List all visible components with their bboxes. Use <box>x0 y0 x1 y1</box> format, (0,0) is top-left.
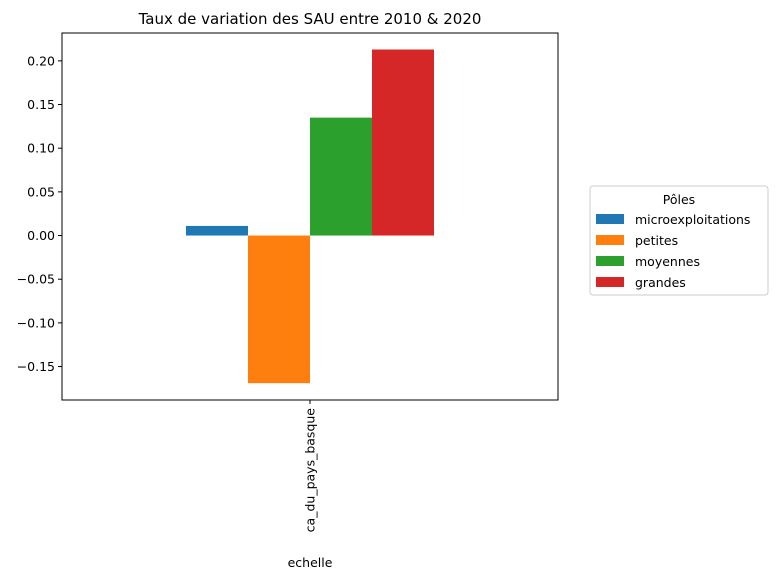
y-axis: −0.15 −0.10 −0.05 0.00 0.05 0.10 0.15 0.20 <box>17 53 62 374</box>
bars-group <box>186 49 434 384</box>
legend: Pôles microexploitations petites moyennes gr… <box>589 185 769 296</box>
legend-label-moyennes: moyennes <box>635 254 700 269</box>
y-tick-label: 0.00 <box>27 228 55 243</box>
y-tick-label: 0.15 <box>27 97 55 112</box>
legend-swatch-microexploitations <box>596 214 624 224</box>
legend-label-microexploitations: microexploitations <box>635 212 750 227</box>
legend-swatch-moyennes <box>596 256 624 266</box>
chart-title: Taux de variation des SAU entre 2010 & 2… <box>138 10 482 28</box>
y-tick-label: −0.10 <box>17 315 55 330</box>
legend-label-petites: petites <box>635 233 678 248</box>
y-tick-label: 0.10 <box>27 141 55 156</box>
y-tick-label: 0.05 <box>27 184 55 199</box>
bar-grandes <box>372 49 434 236</box>
legend-swatch-grandes <box>596 277 624 287</box>
x-axis-label: echelle <box>288 555 333 570</box>
y-tick-label: −0.15 <box>17 359 55 374</box>
x-axis: ca_du_pays_basque <box>303 400 318 532</box>
legend-swatch-petites <box>596 235 624 245</box>
y-tick-label: 0.20 <box>27 53 55 68</box>
bar-moyennes <box>310 117 372 236</box>
y-tick-label: −0.05 <box>17 272 55 287</box>
x-tick-label: ca_du_pays_basque <box>303 408 318 533</box>
bar-petites <box>248 235 310 384</box>
legend-label-grandes: grandes <box>635 275 686 290</box>
legend-title: Pôles <box>663 192 695 207</box>
bar-microexploitations <box>186 225 248 236</box>
legend-box <box>589 185 769 296</box>
